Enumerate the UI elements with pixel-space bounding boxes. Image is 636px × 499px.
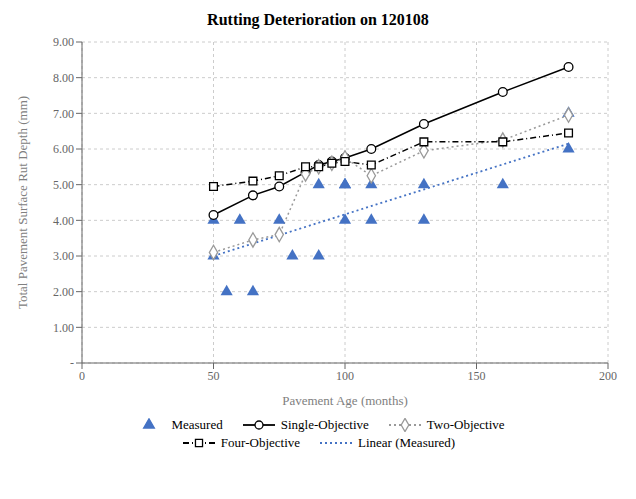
svg-text:9.00: 9.00 [53,35,74,49]
html-text:Rutting Deterioration on 12010: Rutting Deterioration on 120108 [207,11,429,28]
svg-text:3.00: 3.00 [53,249,74,263]
svg-text:5.00: 5.00 [53,178,74,192]
html-text:Linear (Measured): Linear (Measured) [358,435,456,450]
svg-text:200: 200 [599,369,617,383]
svg-text:1.00: 1.00 [53,321,74,335]
svg-text:50: 50 [208,369,220,383]
svg-text:7.00: 7.00 [53,107,74,121]
svg-text:8.00: 8.00 [53,71,74,85]
svg-text:2.00: 2.00 [53,285,74,299]
html-text:Single-Objective: Single-Objective [280,417,369,432]
svg-text:Total Pavement Surface Rut Dep: Total Pavement Surface Rut Depth (mm) [15,96,30,309]
svg-text:150: 150 [468,369,486,383]
html-text:Measured: Measured [171,417,223,432]
html-text:Four-Objective: Four-Objective [220,435,300,450]
svg-text:0: 0 [79,369,85,383]
svg-text:4.00: 4.00 [53,214,74,228]
html-text:Two-Objective: Two-Objective [426,417,505,432]
svg-text:-: - [70,356,74,370]
svg-text:6.00: 6.00 [53,142,74,156]
svg-text:100: 100 [336,369,354,383]
svg-text:Pavement Age (months): Pavement Age (months) [282,393,408,408]
